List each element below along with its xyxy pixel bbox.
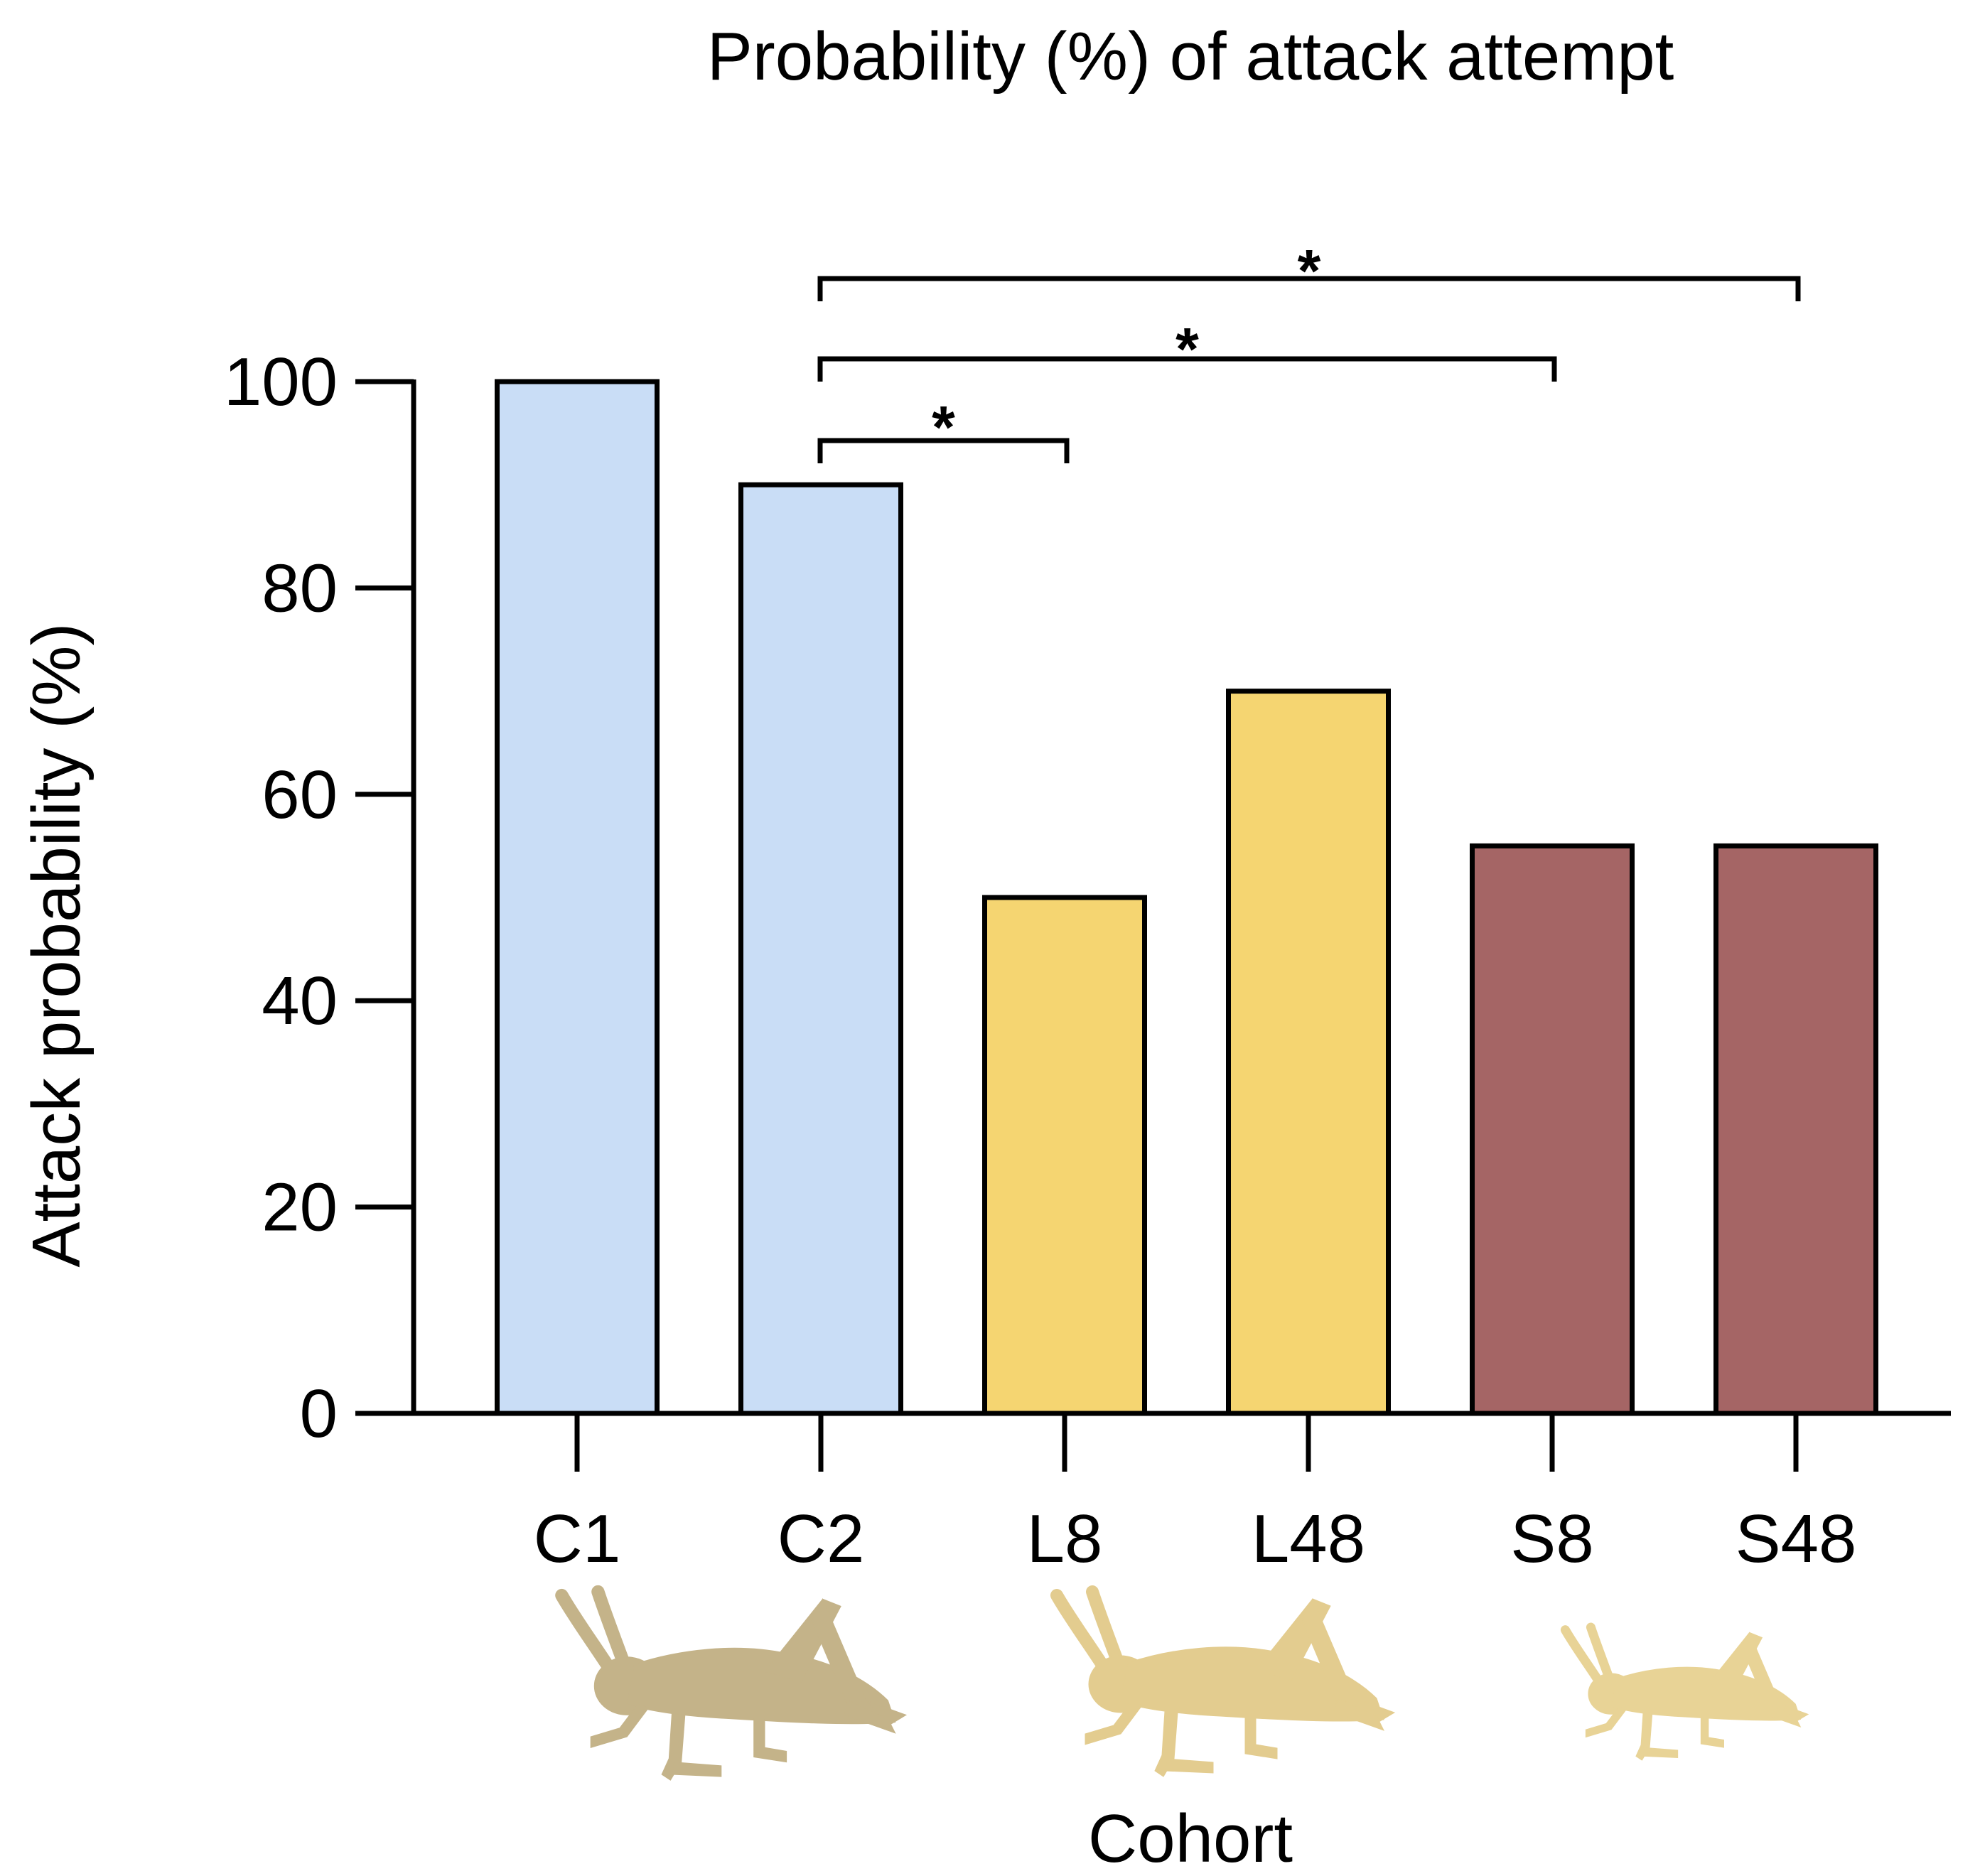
y-tick-label: 20 [262,1170,338,1246]
y-tick-label: 40 [262,963,338,1039]
bar-c2 [738,482,903,1416]
significance-label: * [1175,316,1199,382]
chart-title: Probability (%) of attack attempt [707,18,1674,95]
x-tick-label: C1 [534,1501,621,1577]
cricket-icon [561,1592,906,1780]
x-tick-label: S48 [1736,1501,1857,1577]
significance-label: * [932,394,955,460]
x-tick-label: L48 [1252,1501,1365,1577]
x-tick-label: S8 [1510,1501,1593,1577]
bar-s8 [1470,843,1635,1416]
cricket-icon [1057,1592,1394,1777]
bar-c1 [495,379,660,1416]
significance-label: * [1298,237,1321,304]
significance-bracket [817,438,1070,463]
x-axis-label: Cohort [1088,1801,1293,1872]
bar-l48 [1226,689,1391,1416]
y-axis-label: Attack probability (%) [18,623,95,1268]
bar-s48 [1713,843,1878,1416]
bar-l8 [982,895,1147,1416]
y-tick-label: 80 [262,550,338,626]
significance-bracket [817,356,1557,382]
y-tick-label: 60 [262,757,338,833]
y-tick-label: 100 [224,344,338,420]
significance-bracket [817,276,1801,301]
cricket-icon [1565,1627,1808,1760]
x-tick-label: L8 [1027,1501,1103,1577]
x-tick-label: C2 [778,1501,865,1577]
y-tick-label: 0 [300,1376,338,1452]
